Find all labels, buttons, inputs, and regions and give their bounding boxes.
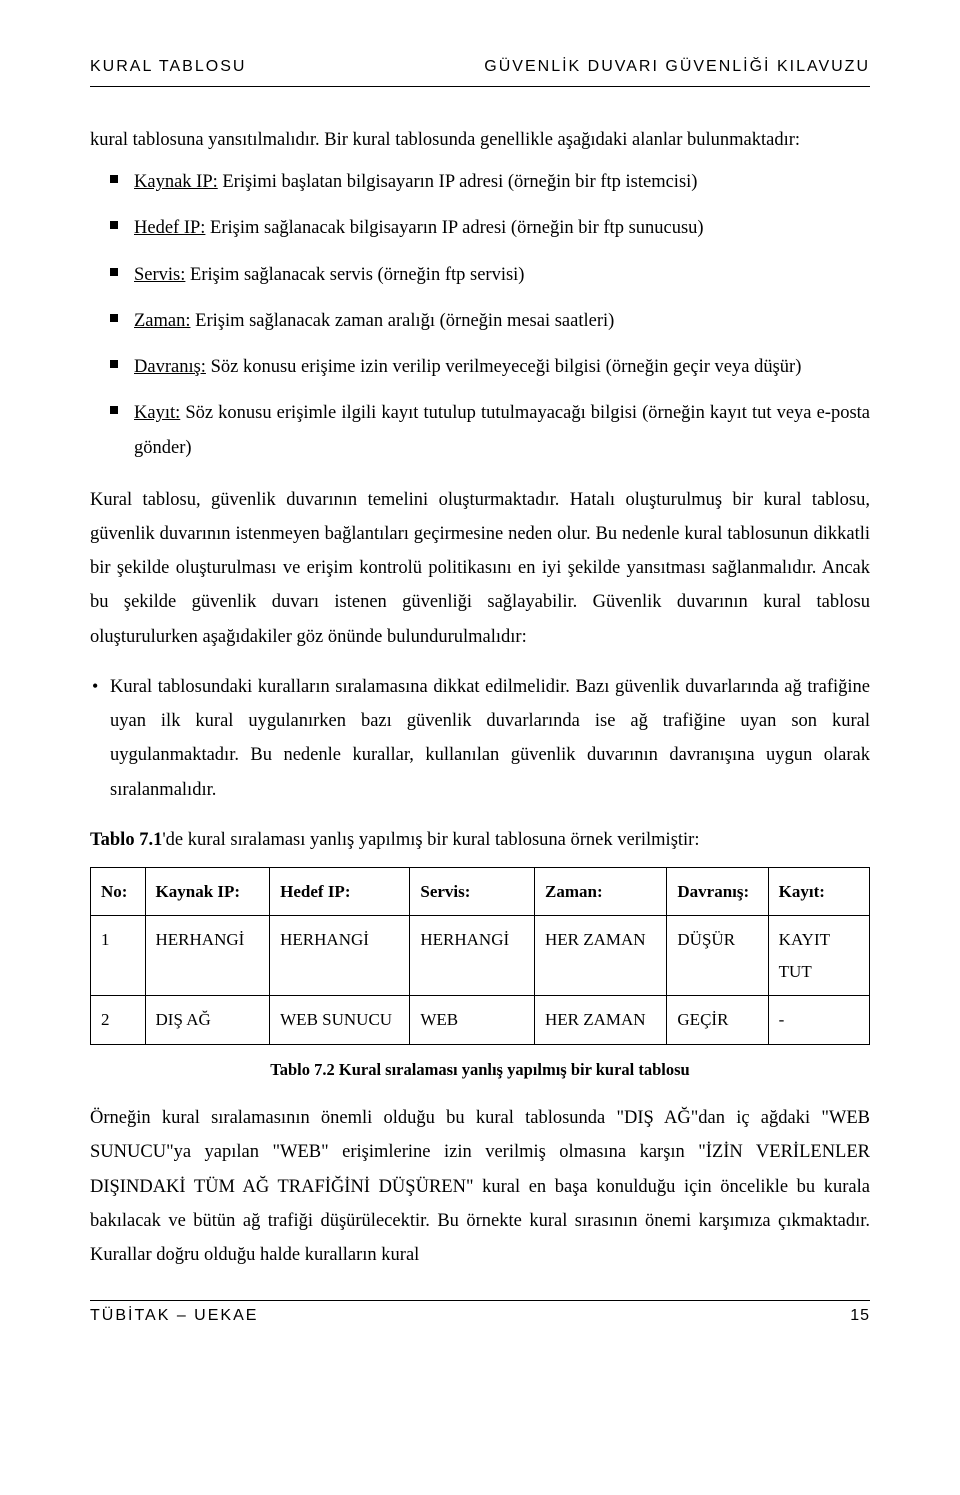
table-cell: HERHANGİ [410,916,535,996]
list-item: Kaynak IP: Erişimi başlatan bilgisayarın… [134,165,870,199]
fields-list: Kaynak IP: Erişimi başlatan bilgisayarın… [90,165,870,465]
table-intro: Tablo 7.1'de kural sıralaması yanlış yap… [90,823,870,857]
list-item: Davranış: Söz konusu erişime izin verili… [134,350,870,384]
table-cell: WEB [410,996,535,1044]
field-text: Erişim sağlanacak bilgisayarın IP adresi… [205,218,703,238]
table-header-cell: Kayıt: [768,867,869,915]
field-label: Servis: [134,265,185,285]
field-label: Kaynak IP: [134,172,218,192]
table-cell: - [768,996,869,1044]
rule-table: No:Kaynak IP:Hedef IP:Servis:Zaman:Davra… [90,867,870,1045]
field-text: Erişimi başlatan bilgisayarın IP adresi … [218,172,698,192]
list-item: Kayıt: Söz konusu erişimle ilgili kayıt … [134,396,870,464]
header-rule [90,86,870,87]
field-text: Erişim sağlanacak zaman aralığı (örneğin… [191,311,615,331]
table-header-cell: Servis: [410,867,535,915]
table-header-cell: Davranış: [667,867,768,915]
field-label: Zaman: [134,311,191,331]
paragraph-3: Örneğin kural sıralamasının önemli olduğ… [90,1101,870,1272]
field-text: Söz konusu erişimle ilgili kayıt tutulup… [134,403,870,457]
header-left: KURAL TABLOSU [90,58,246,76]
field-text: Söz konusu erişime izin verilip verilmey… [206,357,801,377]
field-label: Hedef IP: [134,218,205,238]
table-header-row: No:Kaynak IP:Hedef IP:Servis:Zaman:Davra… [91,867,870,915]
table-cell: HER ZAMAN [534,996,666,1044]
table-cell: KAYIT TUT [768,916,869,996]
footer-left: TÜBİTAK – UEKAE [90,1307,258,1325]
table-cell: HERHANGİ [270,916,410,996]
table-header-cell: No: [91,867,146,915]
table-caption: Tablo 7.2 Kural sıralaması yanlış yapılm… [90,1055,870,1086]
table-cell: 1 [91,916,146,996]
table-cell: HER ZAMAN [534,916,666,996]
page-number: 15 [850,1307,870,1325]
table-cell: WEB SUNUCU [270,996,410,1044]
field-label: Davranış: [134,357,206,377]
table-header-cell: Kaynak IP: [145,867,270,915]
table-ref: Tablo 7.1 [90,830,162,850]
table-cell: 2 [91,996,146,1044]
list-item: Hedef IP: Erişim sağlanacak bilgisayarın… [134,211,870,245]
table-intro-text: 'de kural sıralaması yanlış yapılmış bir… [162,830,699,850]
table-header-cell: Zaman: [534,867,666,915]
list-item: Zaman: Erişim sağlanacak zaman aralığı (… [134,304,870,338]
table-row: 2DIŞ AĞWEB SUNUCUWEBHER ZAMANGEÇİR- [91,996,870,1044]
list-item: Servis: Erişim sağlanacak servis (örneği… [134,258,870,292]
paragraph-2: Kural tablosu, güvenlik duvarının temeli… [90,483,870,654]
field-label: Kayıt: [134,403,180,423]
table-header-cell: Hedef IP: [270,867,410,915]
table-cell: GEÇİR [667,996,768,1044]
footer-rule [90,1300,870,1301]
list-item: Kural tablosundaki kuralların sıralaması… [110,670,870,807]
table-cell: HERHANGİ [145,916,270,996]
field-text: Erişim sağlanacak servis (örneğin ftp se… [185,265,524,285]
considerations-list: Kural tablosundaki kuralların sıralaması… [90,670,870,807]
header-right: GÜVENLİK DUVARI GÜVENLİĞİ KILAVUZU [484,58,870,76]
table-cell: DÜŞÜR [667,916,768,996]
table-cell: DIŞ AĞ [145,996,270,1044]
table-row: 1HERHANGİHERHANGİHERHANGİHER ZAMANDÜŞÜRK… [91,916,870,996]
intro-paragraph: kural tablosuna yansıtılmalıdır. Bir kur… [90,123,870,157]
